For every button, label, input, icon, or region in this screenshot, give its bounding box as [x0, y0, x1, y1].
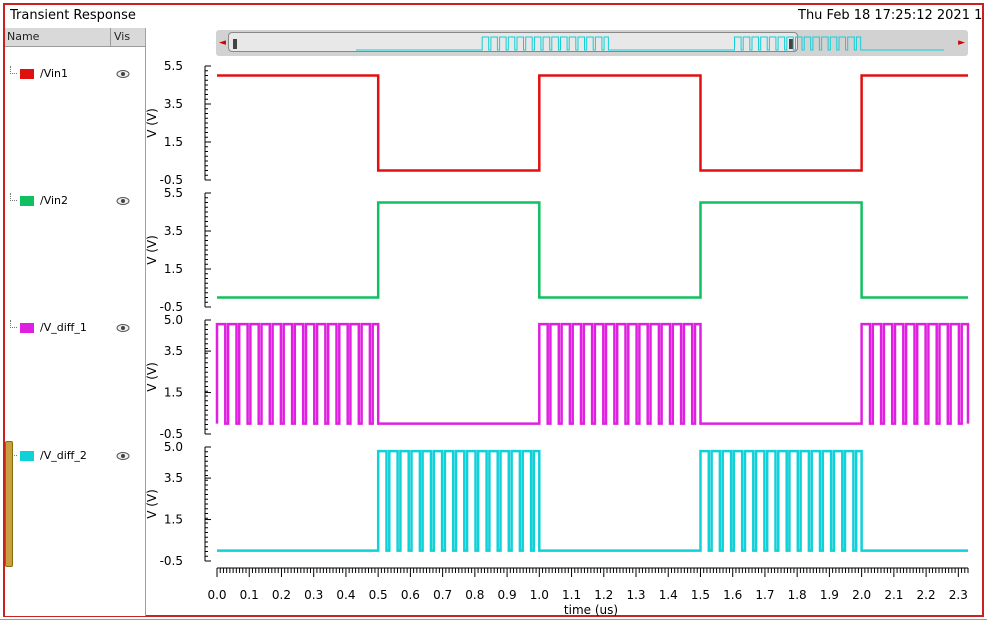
status-strip: [0, 619, 987, 629]
x-tick-label: 2.2: [917, 588, 936, 602]
y-tick-label: 3.5: [164, 224, 183, 238]
signal-name: /V_diff_2: [40, 449, 87, 462]
thumb-left-grip[interactable]: [233, 39, 237, 49]
y-tick-label: 5.0: [164, 313, 183, 327]
x-tick-label: 0.2: [272, 588, 291, 602]
y-tick-label: -0.5: [160, 427, 183, 441]
x-axis: 0.0 0.1 0.2 0.3 0.4 0.5 0.6 0.7 0.8 0.9 1.0 1.1 1.2 1…: [207, 567, 969, 602]
signal-color-swatch: [20, 451, 34, 461]
eye-icon[interactable]: [116, 323, 130, 333]
signal-row-vin2[interactable]: /Vin2: [5, 193, 145, 209]
signal-color-swatch: [20, 323, 34, 333]
signal-color-swatch: [20, 196, 34, 206]
eye-icon[interactable]: [116, 196, 130, 206]
x-tick-label: 2.1: [884, 588, 903, 602]
x-tick-label: 1.2: [594, 588, 613, 602]
thumb-right-grip[interactable]: [789, 39, 793, 49]
x-tick-label: 1.4: [659, 588, 678, 602]
y-tick-label: 5.5: [164, 186, 183, 200]
panel-resize-handle[interactable]: [5, 441, 13, 567]
overview-scrollbar[interactable]: ◄ ►: [216, 30, 968, 56]
x-tick-label: 0.9: [498, 588, 517, 602]
x-tick-label: 0.4: [336, 588, 355, 602]
x-tick-label: 1.0: [530, 588, 549, 602]
x-tick-label: 1.3: [626, 588, 645, 602]
scroll-left-arrow[interactable]: ◄: [219, 38, 226, 48]
x-tick-label: 2.0: [852, 588, 871, 602]
series-line-vin2: [217, 201, 968, 299]
x-tick-label: 0.8: [465, 588, 484, 602]
signal-name: /V_diff_1: [40, 321, 87, 334]
x-tick-label: 0.1: [240, 588, 259, 602]
plot-panel-2: 5.5 3.5 1.5 -0.5 V (V): [145, 186, 968, 314]
x-tick-label: 0.0: [207, 588, 226, 602]
signal-row-vin1[interactable]: /Vin1: [5, 66, 145, 82]
plot-panel-4: 5.0 3.5 1.5 -0.5 V (V): [145, 440, 968, 568]
y-tick-label: 5.5: [164, 59, 183, 73]
y-axis-label: V (V): [145, 362, 159, 392]
series-line-vdiff2: [217, 449, 968, 552]
x-tick-label: 1.9: [820, 588, 839, 602]
overview-trace: [356, 36, 944, 51]
y-tick-label: -0.5: [160, 173, 183, 187]
x-tick-label: 0.3: [304, 588, 323, 602]
y-tick-label: -0.5: [160, 554, 183, 568]
y-axis-label: V (V): [145, 489, 159, 519]
x-tick-label: 0.5: [369, 588, 388, 602]
y-tick-label: 3.5: [164, 344, 183, 358]
y-tick-label: 5.0: [164, 440, 183, 454]
x-tick-label: 1.5: [691, 588, 710, 602]
y-tick-label: 3.5: [164, 97, 183, 111]
x-tick-label: 0.7: [433, 588, 452, 602]
y-tick-label: 1.5: [164, 386, 183, 400]
x-tick-label: 1.8: [788, 588, 807, 602]
y-axis-label: V (V): [145, 108, 159, 138]
signal-color-swatch: [20, 69, 34, 79]
x-tick-label: 2.3: [949, 588, 968, 602]
x-axis-label: time (us): [564, 603, 618, 617]
y-tick-label: 3.5: [164, 471, 183, 485]
name-column-header[interactable]: Name: [5, 28, 111, 47]
y-tick-label: -0.5: [160, 300, 183, 314]
signal-name: /Vin1: [40, 67, 69, 80]
x-tick-label: 1.6: [723, 588, 742, 602]
plot-panel-3: 5.0 3.5 1.5 -0.5 V (V): [145, 313, 970, 441]
vis-column-header[interactable]: Vis: [111, 28, 145, 47]
y-tick-label: 1.5: [164, 135, 183, 149]
x-tick-label: 1.1: [562, 588, 581, 602]
overview-series-line: [356, 36, 944, 51]
window-title: Transient Response: [10, 8, 136, 23]
signal-row-v-diff-1[interactable]: /V_diff_1: [5, 320, 145, 336]
tree-connector: [10, 320, 17, 328]
signal-row-v-diff-2[interactable]: /V_diff_2: [5, 448, 145, 464]
scroll-right-arrow[interactable]: ►: [958, 38, 965, 48]
series-line-vin1: [217, 74, 968, 172]
eye-icon[interactable]: [116, 69, 130, 79]
eye-icon[interactable]: [116, 451, 130, 461]
tree-connector: [10, 66, 17, 74]
signal-list-panel: Name Vis /Vin1 /Vin2 /V_diff_1 /V_diff_2: [5, 28, 146, 616]
timestamp: Thu Feb 18 17:25:12 2021 1: [798, 8, 983, 23]
overview-waveform: [356, 36, 944, 51]
signal-name: /Vin2: [40, 194, 69, 207]
y-tick-label: 1.5: [164, 262, 183, 276]
y-axis-label: V (V): [145, 235, 159, 265]
plot-panel-1: 5.5 3.5 1.5 -0.5 V (V): [145, 59, 968, 187]
series-line-vdiff1: [215, 322, 970, 425]
x-tick-label: 1.7: [755, 588, 774, 602]
x-tick-label: 0.6: [401, 588, 420, 602]
scroll-thumb[interactable]: [228, 32, 798, 52]
tree-connector: [10, 193, 17, 201]
y-tick-label: 1.5: [164, 513, 183, 527]
